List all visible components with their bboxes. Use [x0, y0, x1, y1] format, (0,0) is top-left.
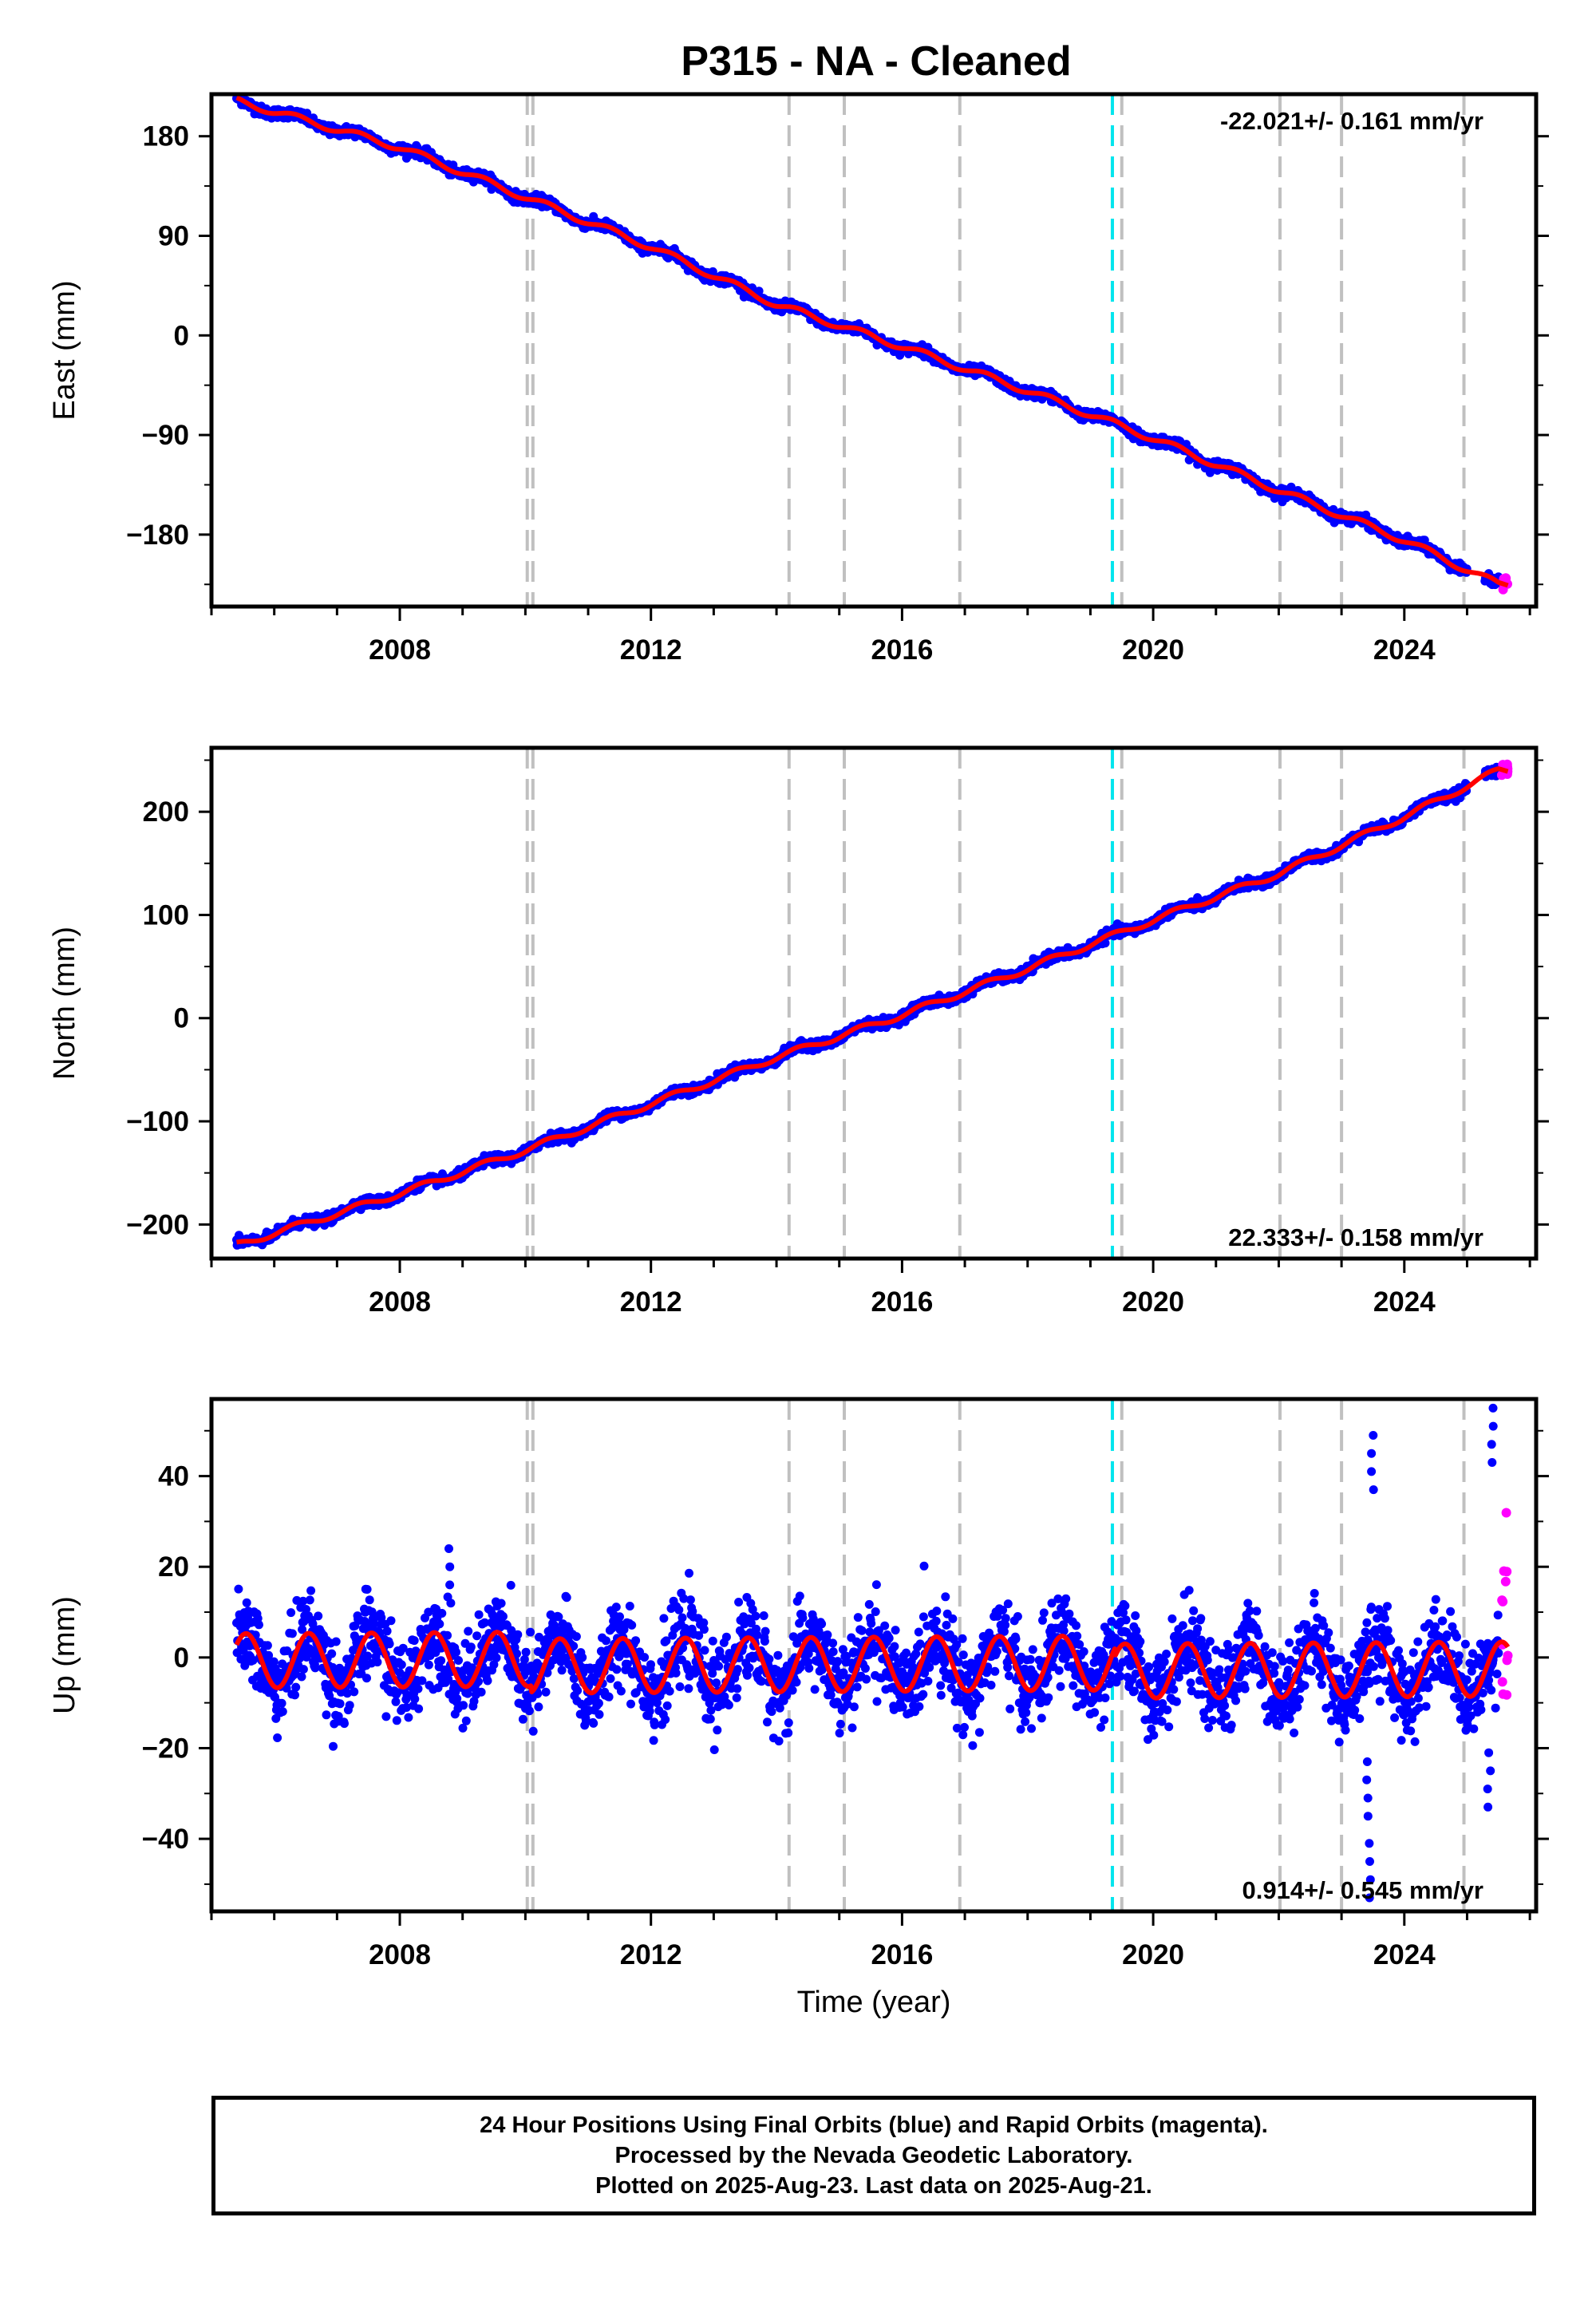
x-tick-label: 2024 [1373, 634, 1436, 666]
y-axis-label: East (mm) [48, 280, 81, 420]
figure-title: P315 - NA - Cleaned [681, 38, 1071, 85]
east-panel: 2008 2012 2016 2020 2024 180 90 0 −90 −180 East (m… [48, 92, 1549, 666]
data-point [895, 350, 905, 360]
y-tick-label: −90 [142, 420, 189, 451]
y-tick-label: 0 [174, 320, 189, 351]
y-tick-label: 180 [143, 121, 189, 152]
model-fit-line [235, 95, 1510, 588]
plot-area [232, 94, 1512, 607]
x-tick-label: 2008 [369, 634, 431, 666]
plot-area [232, 748, 1513, 1259]
north-panel: 2008 2012 2016 2020 20242001000−100−200North… [48, 745, 1549, 1318]
plot-frame [209, 92, 1539, 609]
rapid-orbit-points [1498, 573, 1512, 595]
y-tick-label: −180 [126, 520, 189, 551]
final-orbit-points [232, 762, 1503, 1250]
x-tick-label: 2012 [620, 634, 682, 666]
x-tick-label: 2016 [871, 634, 933, 666]
final-orbit-points [232, 94, 1503, 590]
x-tick-label: 2020 [1122, 634, 1184, 666]
rate-annotation: -22.021+/- 0.161 mm/yr [1220, 107, 1483, 135]
y-tick-label: 90 [158, 220, 189, 251]
